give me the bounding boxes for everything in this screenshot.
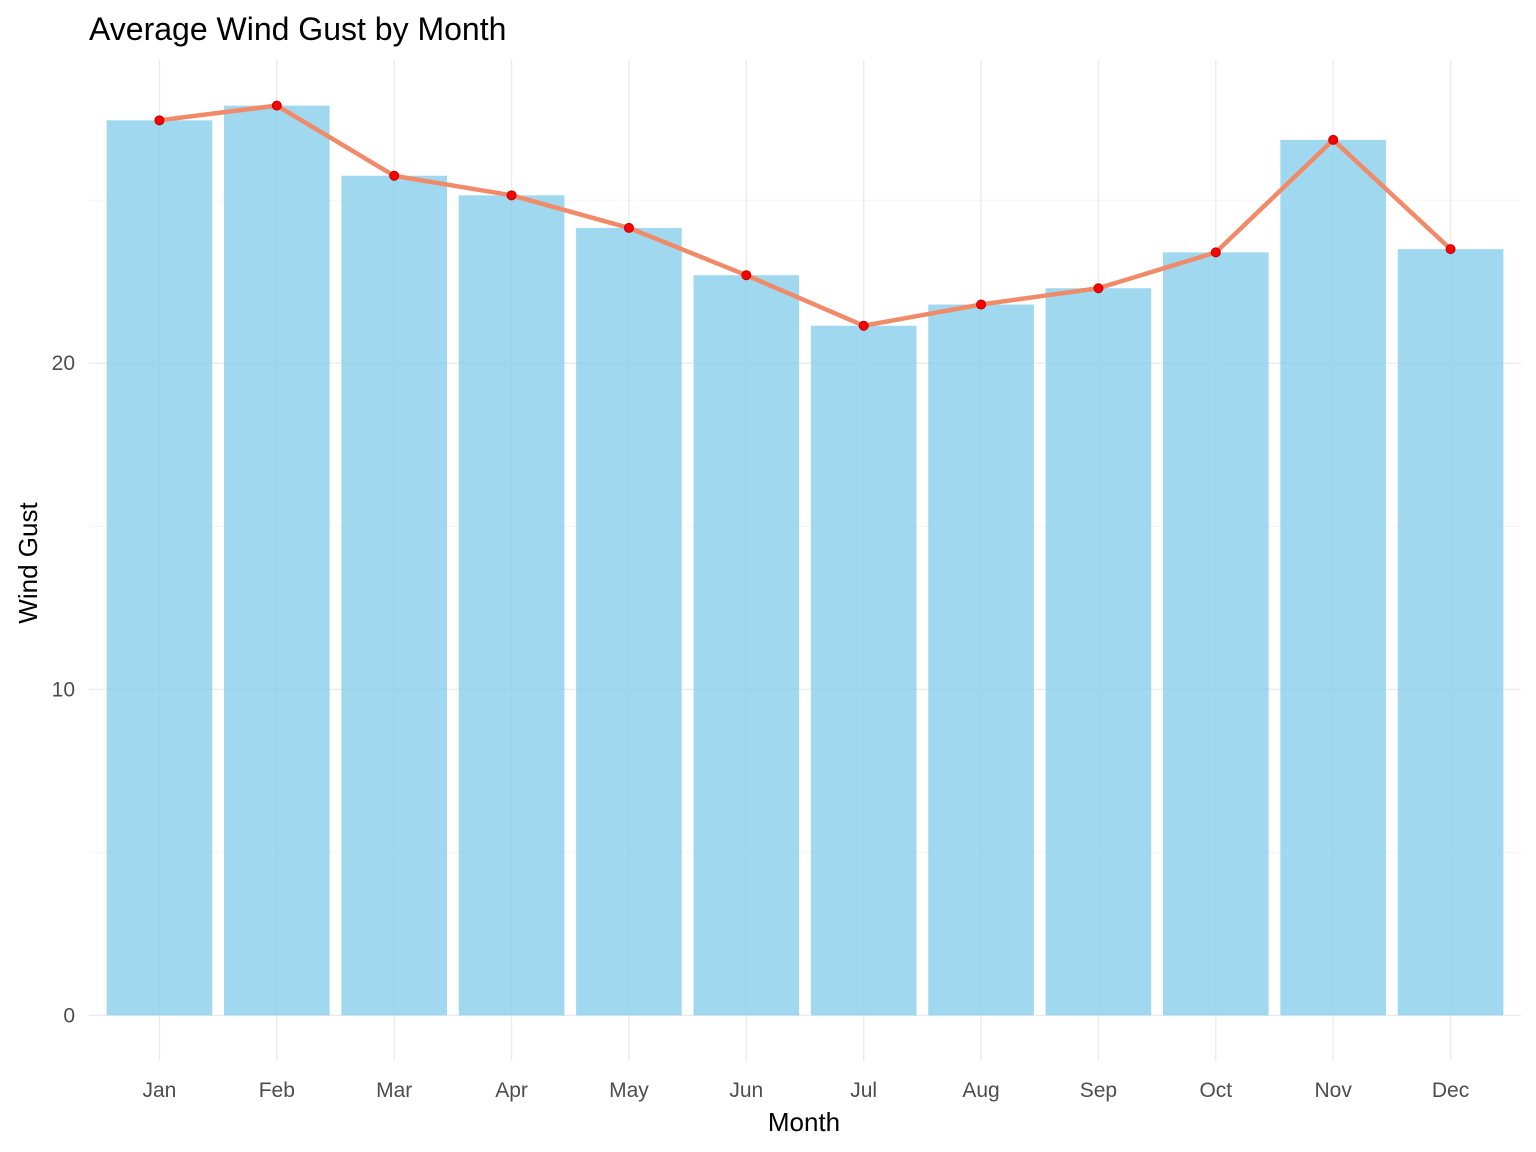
bar-may — [576, 227, 682, 1016]
point-aug — [976, 299, 987, 310]
point-feb — [271, 100, 282, 111]
x-tick-label-jul: Jul — [850, 1079, 877, 1102]
y-tick-label: 20 — [52, 352, 75, 375]
y-tick-label: 0 — [63, 1004, 75, 1027]
point-sep — [1093, 283, 1104, 294]
x-tick-label-apr: Apr — [495, 1079, 528, 1102]
point-jun — [741, 270, 752, 281]
y-axis-ticks: 0 10 20 — [52, 352, 75, 1027]
chart-title: Average Wind Gust by Month — [89, 11, 506, 47]
x-axis-title: Month — [768, 1107, 840, 1137]
bar-jun — [693, 275, 800, 1016]
bar-apr — [458, 195, 565, 1016]
point-dec — [1445, 244, 1456, 255]
trend-line-path — [157, 103, 1453, 328]
x-axis-ticks: Jan Feb Mar Apr May Jun Jul Aug Sep Oct Nov Dec — [142, 1079, 1469, 1102]
point-oct — [1210, 247, 1221, 258]
bar-feb — [223, 105, 330, 1016]
y-tick-label: 10 — [52, 678, 75, 701]
x-tick-label-jun: Jun — [729, 1079, 763, 1102]
point-jan — [154, 115, 165, 126]
x-tick-label-oct: Oct — [1199, 1079, 1232, 1102]
bar-sep — [1045, 288, 1152, 1016]
y-axis-title: Wind Gust — [13, 502, 43, 624]
x-tick-label-jan: Jan — [142, 1079, 176, 1102]
point-apr — [506, 190, 517, 201]
bar-aug — [928, 304, 1034, 1016]
bars — [106, 105, 1504, 1016]
x-tick-label-may: May — [609, 1079, 649, 1102]
x-tick-label-mar: Mar — [376, 1079, 412, 1102]
bar-jul — [810, 325, 917, 1016]
x-tick-label-aug: Aug — [962, 1079, 999, 1102]
x-tick-label-sep: Sep — [1080, 1079, 1117, 1102]
bar-nov — [1280, 139, 1387, 1016]
bar-jan — [106, 120, 213, 1016]
point-mar — [389, 170, 400, 181]
trend-line — [157, 103, 1453, 328]
point-nov — [1328, 134, 1339, 145]
x-tick-label-feb: Feb — [259, 1079, 295, 1102]
bar-oct — [1163, 252, 1269, 1016]
trend-points — [154, 100, 1456, 331]
x-tick-label-nov: Nov — [1315, 1079, 1353, 1102]
x-tick-label-dec: Dec — [1432, 1079, 1469, 1102]
bar-dec — [1397, 249, 1504, 1016]
point-may — [623, 222, 634, 233]
bar-mar — [341, 175, 447, 1016]
point-jul — [858, 320, 869, 331]
